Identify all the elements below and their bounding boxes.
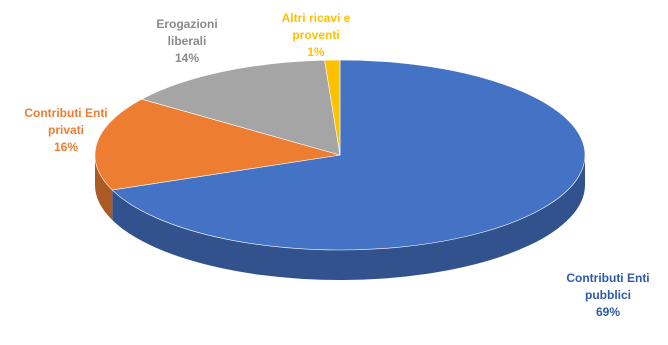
- pie-label-layer: Contributi Enti pubblici 69%Contributi Ent…: [24, 11, 649, 319]
- pie-label-1-line-2: 16%: [54, 140, 78, 154]
- pie-label-2: Erogazioni liberali 14%: [156, 17, 217, 65]
- pie-label-0-line-1: pubblici: [585, 288, 631, 302]
- pie-label-1-line-0: Contributi Enti: [24, 106, 107, 120]
- pie-label-3-line-1: proventi: [292, 28, 339, 42]
- pie-slice-side-1-0: [95, 155, 113, 220]
- pie-slice-side-0-0: [112, 155, 585, 280]
- pie-slice-2[interactable]: [140, 59, 341, 156]
- pie-label-1-line-1: privati: [48, 123, 84, 137]
- pie-label-2-line-1: liberali: [168, 34, 207, 48]
- pie-label-1: Contributi Enti privati 16%: [24, 106, 107, 154]
- pie-slice-1[interactable]: [94, 98, 341, 191]
- pie-label-0-line-2: 69%: [596, 305, 620, 319]
- pie-label-3-line-0: Altri ricavi e: [282, 11, 351, 25]
- pie-slice-3[interactable]: [324, 59, 341, 156]
- pie-label-0: Contributi Enti pubblici 69%: [566, 271, 649, 319]
- pie-label-2-line-0: Erogazioni: [156, 17, 217, 31]
- pie-top-layer: [94, 59, 586, 251]
- pie-side-layer: [95, 155, 585, 280]
- pie-label-3-line-2: 1%: [307, 45, 325, 59]
- pie-label-3: Altri ricavi e proventi 1%: [282, 11, 351, 59]
- pie-label-0-line-0: Contributi Enti: [566, 271, 649, 285]
- pie-slice-0[interactable]: [111, 59, 586, 251]
- pie-label-2-line-2: 14%: [175, 51, 199, 65]
